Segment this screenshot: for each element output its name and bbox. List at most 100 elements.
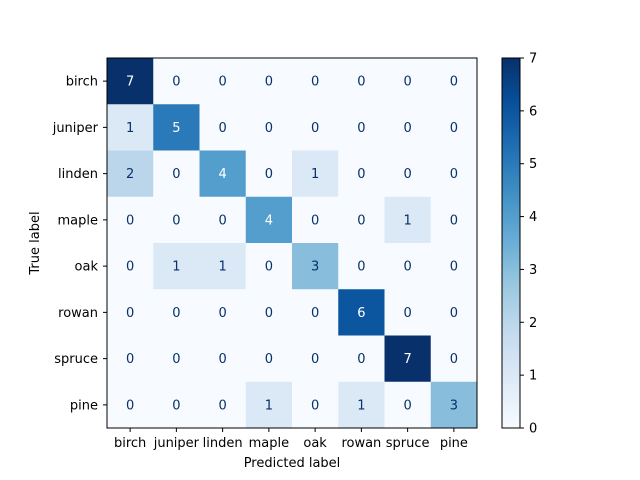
heatmap-cell (384, 243, 432, 290)
colorbar-tick-label: 2 (529, 316, 537, 331)
cell-value-label: 0 (357, 352, 365, 367)
heatmap-cell (153, 104, 200, 151)
x-tick-label: oak (303, 436, 327, 451)
heatmap-cell (107, 104, 154, 151)
x-tick-label: juniper (153, 436, 200, 451)
heatmap-cell (430, 289, 478, 336)
heatmap-cell (153, 381, 200, 429)
cell-value-label: 0 (450, 167, 458, 182)
cell-value-label: 0 (357, 260, 365, 275)
heatmap-cell (338, 289, 385, 336)
cell-value-label: 3 (450, 398, 458, 413)
cell-value-label: 0 (450, 260, 458, 275)
x-tick-label: birch (114, 436, 146, 451)
x-tick-label: spruce (386, 436, 430, 451)
heatmap-cell (384, 58, 432, 105)
heatmap-cell (245, 289, 293, 336)
heatmap-cell (153, 58, 200, 105)
cell-value-label: 0 (357, 167, 365, 182)
y-axis-label: True label (28, 211, 43, 275)
cell-value-label: 1 (265, 398, 273, 413)
heatmap-cell (292, 243, 339, 290)
y-tick-label: birch (66, 75, 98, 90)
heatmap-cell (430, 381, 478, 429)
heatmap-cell (430, 150, 478, 198)
cell-value-label: 1 (218, 260, 226, 275)
cell-value-label: 1 (172, 260, 180, 275)
cell-value-label: 0 (265, 260, 273, 275)
heatmap-cell (153, 289, 200, 336)
cell-value-label: 0 (450, 352, 458, 367)
cell-value-label: 0 (218, 213, 226, 228)
heatmap-cell (199, 243, 247, 290)
cell-value-label: 1 (126, 121, 134, 136)
cell-value-label: 4 (218, 167, 226, 182)
cell-value-label: 4 (265, 213, 273, 228)
heatmap-cell (338, 104, 385, 151)
cell-value-label: 0 (218, 121, 226, 136)
heatmap-cell (107, 196, 154, 244)
colorbar-tick-label: 5 (529, 157, 537, 172)
colorbar-tick-label: 7 (529, 52, 537, 67)
cell-value-label: 0 (450, 75, 458, 90)
heatmap-cell (245, 104, 293, 151)
cell-value-label: 0 (265, 167, 273, 182)
colorbar (501, 57, 521, 429)
cell-value-label: 0 (126, 352, 134, 367)
cell-value-label: 0 (172, 398, 180, 413)
heatmap-cell (199, 289, 247, 336)
heatmap-cell (430, 243, 478, 290)
heatmap-cell (107, 381, 154, 429)
heatmap-cell (338, 335, 385, 383)
cell-value-label: 0 (403, 75, 411, 90)
colorbar-tick-label: 1 (529, 369, 537, 384)
cell-value-label: 7 (403, 352, 411, 367)
cell-value-label: 0 (450, 306, 458, 321)
heatmap-cell (292, 104, 339, 151)
heatmap-cell (384, 381, 432, 429)
cell-value-label: 0 (403, 121, 411, 136)
cell-value-label: 0 (126, 260, 134, 275)
heatmap-cell (245, 150, 293, 198)
cell-value-label: 0 (265, 306, 273, 321)
heatmap-cell (430, 58, 478, 105)
cell-value-label: 0 (311, 352, 319, 367)
heatmap-cell (292, 58, 339, 105)
y-tick-label: oak (75, 260, 99, 275)
x-tick-label: pine (440, 436, 468, 451)
y-tick-label: maple (58, 213, 99, 228)
cell-value-label: 1 (357, 398, 365, 413)
x-axis-label: Predicted label (244, 456, 341, 471)
cell-value-label: 0 (126, 213, 134, 228)
cell-value-label: 0 (265, 352, 273, 367)
cell-value-label: 2 (126, 167, 134, 182)
heatmap-cell (107, 150, 154, 198)
heatmap-cell (153, 196, 200, 244)
cell-value-label: 0 (450, 213, 458, 228)
colorbar-tick-label: 6 (529, 104, 537, 119)
cell-value-label: 7 (126, 75, 134, 90)
cell-value-label: 0 (311, 213, 319, 228)
cell-value-label: 0 (403, 398, 411, 413)
cell-value-label: 0 (126, 398, 134, 413)
heatmap-cell (430, 335, 478, 383)
colorbar-tick-label: 0 (529, 422, 537, 437)
x-axis-ticks: birch juniper linden maple oak rowan spruce pin… (114, 428, 468, 451)
heatmap-cell (153, 335, 200, 383)
cell-value-label: 0 (172, 75, 180, 90)
y-tick-label: linden (58, 167, 98, 182)
heatmap-cell (292, 289, 339, 336)
heatmap-cell (292, 196, 339, 244)
heatmap-cell (292, 381, 339, 429)
heatmap-cell (107, 289, 154, 336)
x-tick-label: rowan (341, 436, 381, 451)
cell-value-labels: 7 0 0 0 0 0 0 0 1 5 0 0 0 0 0 0 2 0 4 0 1 0 0 0 0 0 0 4 0 0 1 0 0 1 1 0 3 0 0 0… (126, 75, 458, 414)
heatmap-cell (199, 150, 247, 198)
colorbar-tick-label: 4 (529, 210, 537, 225)
colorbar-tick-label: 3 (529, 263, 537, 278)
heatmap-cell (292, 150, 339, 198)
cell-value-label: 0 (311, 398, 319, 413)
heatmap-cell (338, 58, 385, 105)
heatmap-cell (338, 381, 385, 429)
cell-value-label: 6 (357, 306, 365, 321)
